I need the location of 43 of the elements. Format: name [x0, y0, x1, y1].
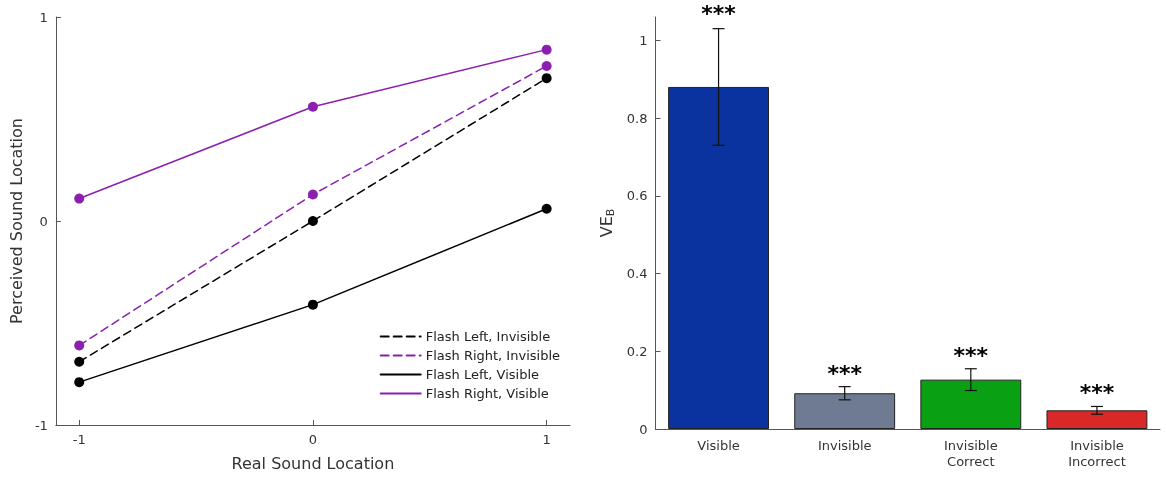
x-tick-label: Invisible Correct: [944, 437, 998, 469]
bar: [920, 379, 1022, 429]
point: [74, 356, 85, 367]
bar: [1046, 410, 1148, 429]
point: [541, 60, 552, 71]
point: [307, 101, 318, 112]
x-tick-label: -1: [72, 432, 86, 447]
point: [307, 189, 318, 200]
x-tick-label: 1: [542, 432, 551, 447]
legend-label: Flash Right, Visible: [425, 386, 549, 401]
y-tick-label: -1: [34, 417, 48, 433]
point: [74, 193, 85, 204]
y-tick-label: 0: [39, 213, 48, 229]
point: [307, 299, 318, 310]
x-tick-label: Invisible: [817, 437, 872, 453]
x-tick-label: 0: [308, 432, 318, 447]
legend-label: Flash Left, Visible: [425, 367, 540, 382]
annotation: ***: [701, 1, 737, 27]
point: [307, 216, 318, 226]
y-tick-label: 0.8: [626, 110, 648, 126]
x-tick-label: Visible: [697, 437, 740, 453]
y-tick-label: 0: [639, 421, 648, 437]
y-axis-title: VEB: [596, 208, 617, 238]
annotation: ***: [1079, 380, 1115, 406]
y-tick-label: 0.6: [626, 188, 648, 204]
y-tick-label: 0.2: [626, 343, 648, 359]
y-axis-title: Perceived Sound Location: [6, 118, 26, 324]
legend-label: Flash Left, Invisible: [425, 329, 551, 344]
point: [74, 377, 85, 388]
y-tick-label: 1: [39, 9, 48, 25]
annotation: ***: [953, 343, 989, 369]
bar: [794, 393, 896, 429]
annotation: ***: [827, 360, 863, 386]
y-tick-label: 1: [639, 32, 648, 48]
y-tick-label: 0.4: [626, 266, 648, 282]
legend-label: Flash Right, Invisible: [425, 348, 561, 363]
bar: [668, 86, 770, 429]
point: [541, 44, 552, 55]
point: [541, 203, 552, 214]
point: [541, 73, 552, 84]
x-axis-title: Real Sound Location: [231, 453, 395, 473]
x-tick-label: Invisible Incorrect: [1068, 437, 1126, 469]
point: [74, 340, 85, 351]
